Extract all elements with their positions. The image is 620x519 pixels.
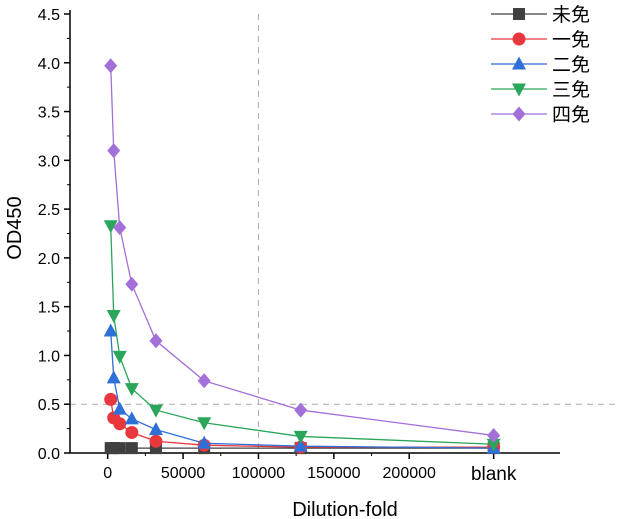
series-line	[110, 65, 494, 437]
axes: 0.0 0.5 1.0 1.5 2.0 2.5 3.0 3.5 4.0 4.5 0 50000 1000…	[38, 7, 560, 485]
data-point	[125, 276, 139, 292]
data-point	[104, 58, 118, 74]
y-tick-label: 0.0	[38, 446, 60, 463]
data-point	[125, 442, 138, 455]
data-point	[113, 220, 127, 236]
data-point	[293, 438, 308, 452]
data-point	[124, 383, 139, 397]
series-line	[110, 225, 494, 445]
data-point	[294, 402, 308, 418]
legend-item: 三免	[491, 79, 590, 101]
series-3	[103, 220, 501, 452]
legend-label: 未免	[552, 4, 590, 26]
data-point	[149, 333, 163, 349]
data-point	[486, 438, 501, 452]
data-point	[293, 430, 308, 444]
legend-label: 四免	[552, 104, 590, 126]
y-tick-label: 3.0	[38, 153, 60, 170]
y-tick-label: 4.5	[38, 7, 60, 24]
data-point	[487, 427, 501, 443]
data-point	[148, 422, 163, 436]
data-point	[112, 350, 127, 364]
x-tick-label: 150000	[307, 465, 360, 482]
data-point	[197, 435, 212, 449]
legend-marker	[512, 32, 526, 46]
reference-lines	[70, 14, 620, 453]
data-point	[103, 323, 118, 337]
legend-item: 一免	[491, 29, 590, 51]
data-point	[197, 417, 212, 431]
data-point	[112, 401, 127, 415]
data-point	[106, 309, 121, 323]
series-2	[103, 323, 501, 454]
data-point	[124, 411, 139, 425]
legend-item: 未免	[491, 4, 590, 26]
legend-marker	[513, 8, 525, 20]
x-tick-label: blank	[471, 464, 517, 485]
x-tick-label: 200000	[383, 465, 436, 482]
x-tick-label: 50000	[161, 465, 206, 482]
data-point	[197, 373, 211, 389]
data-point	[125, 426, 139, 440]
y-axis-label: OD450	[4, 196, 26, 259]
legend-label: 一免	[552, 29, 590, 51]
data-point	[106, 370, 121, 384]
legend-marker	[512, 106, 526, 122]
data-point	[103, 220, 118, 234]
x-tick-label: 100000	[232, 465, 285, 482]
x-axis-label: Dilution-fold	[292, 499, 398, 519]
y-tick-label: 2.0	[38, 251, 60, 268]
legend-label: 二免	[552, 54, 590, 76]
y-tick-label: 2.5	[38, 202, 60, 219]
y-tick-label: 1.5	[38, 300, 60, 317]
data-point	[148, 404, 163, 418]
x-tick-label: 0	[103, 465, 112, 482]
legend-item: 二免	[491, 54, 590, 76]
legend-label: 三免	[552, 79, 590, 101]
series-4	[104, 58, 501, 443]
data-point	[107, 143, 121, 159]
legend-item: 四免	[491, 104, 590, 126]
y-tick-label: 4.0	[38, 56, 60, 73]
y-tick-label: 1.0	[38, 348, 60, 365]
data-point	[113, 417, 127, 431]
data-point	[104, 392, 118, 406]
y-tick-label: 3.5	[38, 105, 60, 122]
series-line	[110, 331, 494, 449]
data-point	[149, 434, 163, 448]
legend-marker	[512, 56, 526, 70]
series-layer	[103, 58, 501, 455]
legend-marker	[512, 83, 526, 97]
data-point	[113, 442, 126, 455]
y-tick-label: 0.5	[38, 397, 60, 414]
